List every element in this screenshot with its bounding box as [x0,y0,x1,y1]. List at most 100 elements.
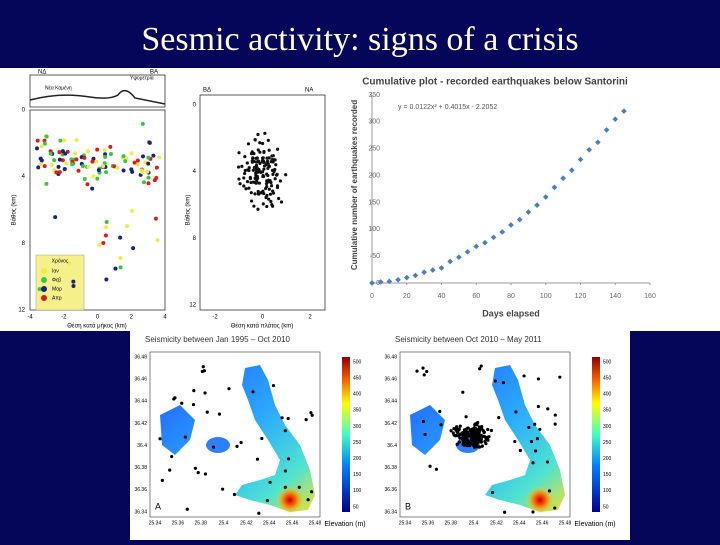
lat-label: 36.4 [137,443,147,449]
event-dot [42,164,47,169]
data-point [568,167,575,174]
epicenter [428,464,432,468]
y-axis-label: Cumulative number of earthquakes recorde… [350,100,359,270]
event-dot [74,138,79,143]
event-dot [57,170,62,175]
y-tick-label: 150 [368,199,380,206]
slide-title: Sesmic activity: signs of a crisis [141,21,578,58]
epicenter [251,390,255,394]
lon-label: 25.44 [513,520,526,526]
event-dot [273,177,277,181]
event-dot [261,156,265,160]
epicenter [533,449,538,453]
x-tick-label: 0 [96,315,100,321]
epicenter [260,436,264,441]
event-dot [252,204,256,208]
epicenter [310,413,314,417]
data-point [560,175,566,182]
epicenter [527,425,531,429]
event-dot [253,138,257,142]
event-dot [258,141,262,145]
event-dot [125,224,130,229]
event-dot [86,164,91,169]
colorbar-tick-label: 400 [603,392,612,398]
event-dot [265,185,269,189]
epicenter [283,429,287,433]
event-dot [123,159,128,164]
epicenter [475,441,480,445]
event-dot [39,144,44,149]
map-title: Seismicity between Oct 2010 – May 2011 [395,335,542,344]
lat-label: 36.44 [384,399,397,405]
event-dot [44,134,49,139]
event-dot [146,155,151,160]
island [410,365,565,512]
event-dot [52,158,57,163]
lat-label: 36.48 [384,354,397,360]
epicenter [183,435,187,439]
event-dot [256,148,260,152]
event-dot [245,161,249,165]
epicenter [257,511,261,515]
event-dot [121,154,126,159]
colorbar-tick-label: 150 [603,472,612,478]
lon-label: 25.46 [536,520,549,526]
epicenter [518,448,522,453]
lat-label: 36.42 [134,421,147,427]
event-dot [261,202,265,206]
event-dot [103,152,108,157]
y-tick-label: 300 [368,119,380,126]
event-dot [264,182,269,186]
event-dot [245,179,250,184]
event-dot [259,191,263,195]
y-tick-label: 0 [376,280,380,287]
event-dot [54,170,59,175]
epicenter [268,480,272,484]
epicenter [479,364,483,368]
event-dot [140,170,145,175]
lon-label: 25.38 [444,520,457,526]
epicenter [471,428,475,432]
epicenter [455,442,459,446]
epicenter [422,373,426,377]
epicenter [474,431,479,435]
epicenter [482,431,486,435]
epicenter [464,415,468,419]
event-dot [257,181,262,185]
event-dot [118,235,123,240]
event-dot [103,225,108,230]
event-dot [130,208,135,213]
epicenter [536,404,540,409]
x-tick-label: 2 [308,315,312,321]
epicenter [459,436,463,440]
epicenter [423,432,427,437]
epicenter [158,437,162,441]
event-dot [266,178,271,182]
event-dot [147,140,152,145]
epicenter [217,412,222,416]
event-dot [151,153,156,158]
x-tick-label: 2 [130,315,134,321]
event-dot [97,242,102,247]
event-dot [94,159,99,164]
epicenter [475,423,479,427]
y-tick-label: 8 [22,241,26,247]
epicenter [283,485,287,489]
epicenter [310,490,314,494]
chart-title: Cumulative plot - recorded earthquakes b… [362,77,628,88]
colorbar [342,357,350,512]
lat-label: 36.46 [134,376,147,382]
event-dot [44,181,49,186]
map [410,364,565,514]
y-tick-label: 4 [193,169,197,175]
event-dot [243,155,247,159]
epicenter [438,409,442,414]
event-dot [251,180,256,184]
y-tick-label: 0 [22,108,26,114]
event-dot [249,199,254,203]
event-dot [146,175,151,180]
lat-label: 36.34 [384,509,397,515]
colorbar-tick-label: 250 [603,440,612,446]
epicenter [490,490,495,495]
island [160,365,315,512]
